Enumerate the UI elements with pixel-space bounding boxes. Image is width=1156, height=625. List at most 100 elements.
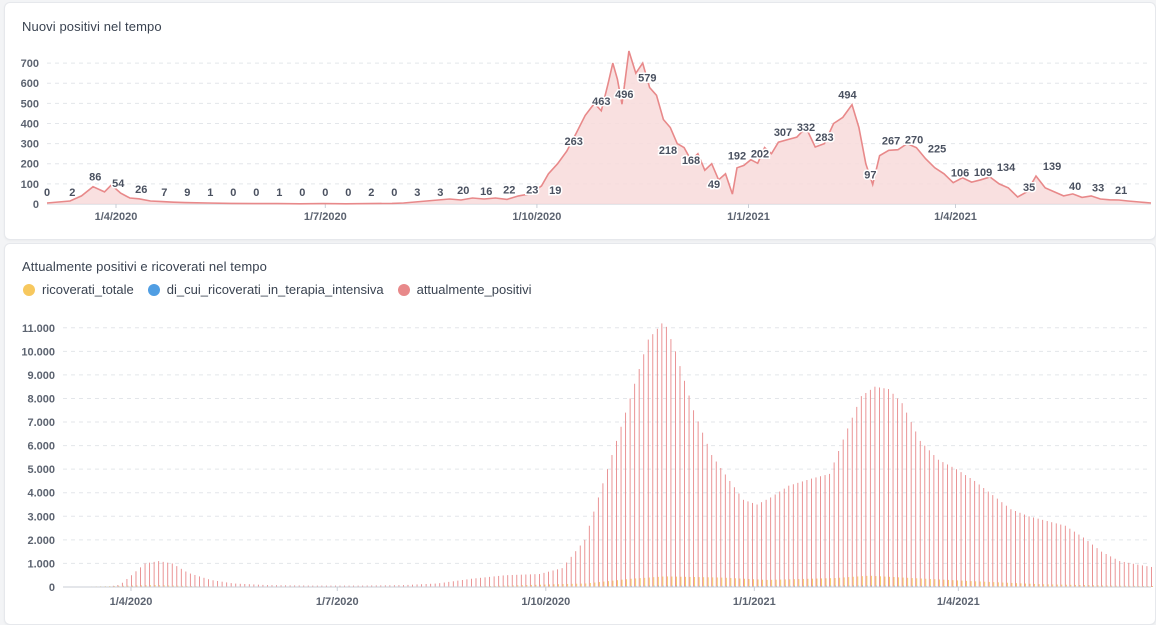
x-tick-label: 1/4/2021 bbox=[937, 596, 980, 608]
bar-attualmente-positivi bbox=[217, 581, 218, 587]
bar-attualmente-positivi bbox=[757, 505, 758, 587]
bar-attualmente-positivi bbox=[970, 478, 971, 587]
bar-ricoverati-totale bbox=[658, 577, 659, 587]
bar-attualmente-positivi bbox=[122, 583, 123, 587]
bar-attualmente-positivi bbox=[1060, 525, 1061, 587]
x-tick-label: 1/4/2020 bbox=[110, 596, 153, 608]
bar-attualmente-positivi bbox=[965, 475, 966, 587]
bar-attualmente-positivi bbox=[516, 575, 517, 587]
bar-attualmente-positivi bbox=[235, 584, 236, 587]
bar-attualmente-positivi bbox=[992, 495, 993, 587]
bar-attualmente-positivi bbox=[634, 384, 635, 587]
data-label: 192 bbox=[728, 150, 746, 162]
bar-attualmente-positivi bbox=[1051, 522, 1052, 587]
x-tick-label: 1/10/2020 bbox=[512, 211, 561, 223]
bar-ricoverati-totale bbox=[585, 583, 586, 587]
bar-attualmente-positivi bbox=[539, 574, 540, 587]
bar-ricoverati-totale bbox=[993, 582, 994, 587]
bar-attualmente-positivi bbox=[593, 512, 594, 587]
bar-attualmente-positivi bbox=[897, 398, 898, 587]
data-label: 23 bbox=[526, 184, 538, 196]
bar-ricoverati-totale bbox=[662, 577, 663, 587]
bar-attualmente-positivi bbox=[126, 579, 127, 587]
bar-attualmente-positivi bbox=[204, 578, 205, 587]
y-tick-label: 400 bbox=[21, 118, 39, 130]
bar-ricoverati-totale bbox=[640, 578, 641, 587]
bar-attualmente-positivi bbox=[213, 580, 214, 587]
bar-attualmente-positivi bbox=[743, 500, 744, 587]
bar-attualmente-positivi bbox=[902, 403, 903, 587]
bar-ricoverati-totale bbox=[608, 581, 609, 587]
bar-ricoverati-totale bbox=[717, 577, 718, 587]
bar-attualmente-positivi bbox=[734, 487, 735, 587]
bar-attualmente-positivi bbox=[530, 574, 531, 587]
bar-attualmente-positivi bbox=[208, 579, 209, 587]
bar-ricoverati-totale bbox=[721, 578, 722, 587]
active-positives-card: Attualmente positivi e ricoverati nel te… bbox=[4, 243, 1156, 625]
bar-ricoverati-totale bbox=[749, 579, 750, 587]
bar-ricoverati-totale bbox=[758, 579, 759, 587]
y-tick-label: 7.000 bbox=[27, 417, 55, 429]
bar-attualmente-positivi bbox=[702, 433, 703, 587]
bar-ricoverati-totale bbox=[739, 579, 740, 587]
bar-attualmente-positivi bbox=[476, 578, 477, 587]
bar-attualmente-positivi bbox=[498, 576, 499, 587]
bar-attualmente-positivi bbox=[947, 464, 948, 587]
bar-attualmente-positivi bbox=[471, 579, 472, 587]
active-positives-chart[interactable]: 01.0002.0003.0004.0005.0006.0007.0008.00… bbox=[5, 244, 1155, 624]
bar-attualmente-positivi bbox=[770, 497, 771, 587]
bar-attualmente-positivi bbox=[136, 571, 137, 587]
bar-attualmente-positivi bbox=[598, 497, 599, 587]
bar-attualmente-positivi bbox=[190, 574, 191, 587]
bar-attualmente-positivi bbox=[952, 467, 953, 587]
bar-attualmente-positivi bbox=[698, 421, 699, 587]
bar-attualmente-positivi bbox=[720, 468, 721, 587]
bar-attualmente-positivi bbox=[607, 469, 608, 587]
bar-attualmente-positivi bbox=[1038, 519, 1039, 587]
bar-ricoverati-totale bbox=[685, 577, 686, 587]
bar-attualmente-positivi bbox=[1151, 567, 1152, 587]
bar-ricoverati-totale bbox=[889, 577, 890, 587]
data-label: 49 bbox=[708, 179, 720, 191]
data-label: 3 bbox=[414, 187, 420, 199]
bar-ricoverati-totale bbox=[903, 578, 904, 587]
bar-attualmente-positivi bbox=[1065, 526, 1066, 587]
bar-attualmente-positivi bbox=[983, 488, 984, 587]
bar-attualmente-positivi bbox=[480, 578, 481, 587]
bar-ricoverati-totale bbox=[875, 576, 876, 587]
bar-ricoverati-totale bbox=[998, 582, 999, 587]
bar-ricoverati-totale bbox=[871, 576, 872, 587]
bar-attualmente-positivi bbox=[149, 563, 150, 587]
bar-attualmente-positivi bbox=[630, 398, 631, 587]
bar-ricoverati-totale bbox=[622, 580, 623, 587]
data-label: 1 bbox=[276, 187, 282, 199]
bar-attualmente-positivi bbox=[979, 484, 980, 587]
bar-attualmente-positivi bbox=[1056, 523, 1057, 587]
bar-attualmente-positivi bbox=[906, 413, 907, 587]
data-label: 0 bbox=[322, 187, 328, 199]
bar-attualmente-positivi bbox=[874, 387, 875, 587]
data-label: 9 bbox=[184, 187, 190, 199]
y-tick-label: 3.000 bbox=[27, 511, 55, 523]
bar-attualmente-positivi bbox=[924, 446, 925, 587]
bar-attualmente-positivi bbox=[1088, 541, 1089, 587]
bar-attualmente-positivi bbox=[811, 479, 812, 587]
data-label: 307 bbox=[774, 127, 792, 139]
bar-ricoverati-totale bbox=[712, 577, 713, 587]
bar-attualmente-positivi bbox=[716, 462, 717, 587]
bar-attualmente-positivi bbox=[861, 396, 862, 587]
bar-ricoverati-totale bbox=[690, 577, 691, 587]
bar-ricoverati-totale bbox=[681, 577, 682, 587]
bar-ricoverati-totale bbox=[934, 579, 935, 587]
bar-attualmente-positivi bbox=[820, 476, 821, 587]
bar-ricoverati-totale bbox=[699, 577, 700, 587]
bar-ricoverati-totale bbox=[853, 577, 854, 587]
bar-attualmente-positivi bbox=[185, 572, 186, 587]
bar-attualmente-positivi bbox=[670, 339, 671, 587]
data-label: 16 bbox=[480, 186, 492, 198]
bar-attualmente-positivi bbox=[711, 455, 712, 587]
y-tick-label: 11.000 bbox=[22, 323, 55, 335]
bar-attualmente-positivi bbox=[562, 568, 563, 587]
bar-ricoverati-totale bbox=[885, 577, 886, 587]
